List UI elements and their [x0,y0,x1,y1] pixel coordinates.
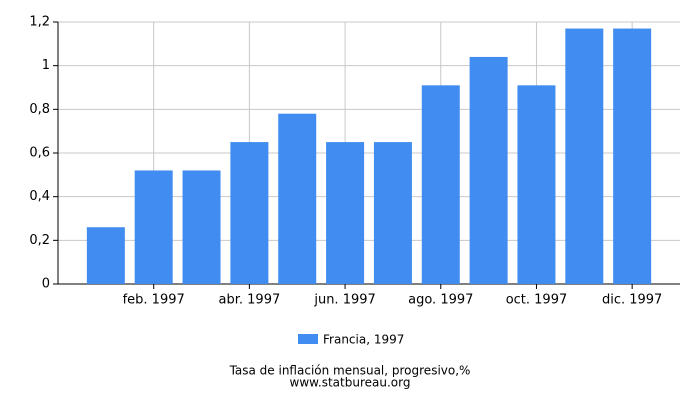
legend-swatch [298,334,318,344]
y-tick-label: 1 [42,58,50,73]
bar [326,142,365,284]
chart-title: Tasa de inflación mensual, progresivo,% [229,364,471,378]
y-tick-label: 1,2 [29,15,50,30]
bar [613,28,652,284]
bar [517,85,556,284]
x-tick-label: abr. 1997 [219,293,281,308]
x-tick-label: ago. 1997 [408,293,473,308]
x-tick-label: jun. 1997 [313,293,375,308]
bar [469,56,508,284]
y-tick-label: 0 [42,277,50,292]
y-tick-label: 0,4 [29,189,50,204]
bar [182,170,221,284]
y-tick-label: 0,6 [29,146,50,161]
bar [421,85,460,284]
bar [565,28,604,284]
x-tick-label: dic. 1997 [602,293,662,308]
bar [230,142,269,284]
legend-label: Francia, 1997 [323,333,404,347]
bar [134,170,173,284]
chart-subtitle: www.statbureau.org [290,376,411,390]
x-tick-label: oct. 1997 [506,293,568,308]
bar [278,113,317,284]
y-tick-label: 0,2 [29,233,50,248]
bar [373,142,412,284]
x-tick-label: feb. 1997 [123,293,185,308]
bar [86,227,125,284]
y-tick-label: 0,8 [29,102,50,117]
